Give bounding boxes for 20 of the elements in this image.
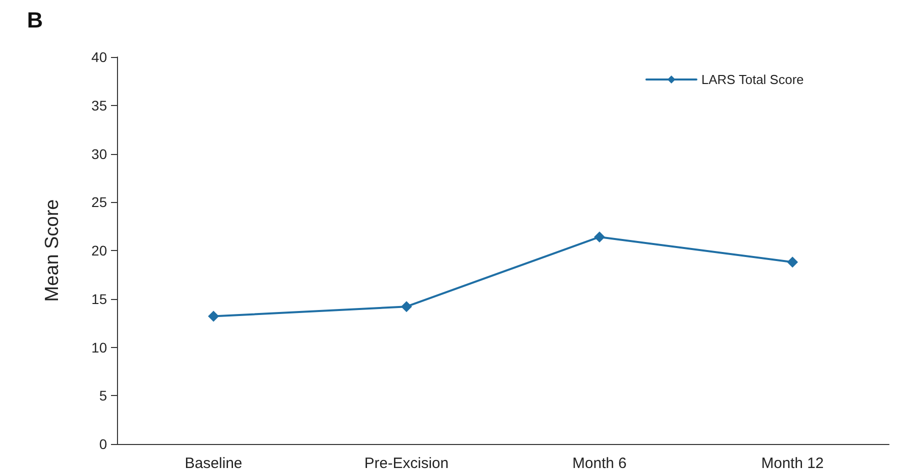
point (401, 301, 412, 312)
x-tick-label: Pre-Excision (364, 455, 449, 472)
y-tick-label: 20 (91, 242, 108, 258)
y-tick-label: 30 (91, 146, 108, 162)
y-tick-label: 35 (91, 97, 108, 114)
y-tick-label: 40 (91, 49, 108, 65)
point (787, 256, 798, 268)
x-tick-label: Month 12 (761, 455, 824, 472)
y-axis-title: Mean Score (42, 199, 63, 302)
point (208, 310, 219, 322)
legend-label: LARS Total Score (701, 72, 804, 87)
x-tick-label: Baseline (184, 455, 242, 472)
y-tick-label: 15 (91, 290, 108, 307)
y-tick-label: 10 (91, 339, 108, 356)
point (594, 231, 605, 242)
y-tick-label: 5 (99, 388, 108, 404)
y-tick-label: 0 (99, 436, 108, 452)
y-tick-label: 25 (91, 194, 108, 210)
x-tick-label: Month 6 (572, 455, 627, 472)
chart-title: B (27, 8, 43, 32)
